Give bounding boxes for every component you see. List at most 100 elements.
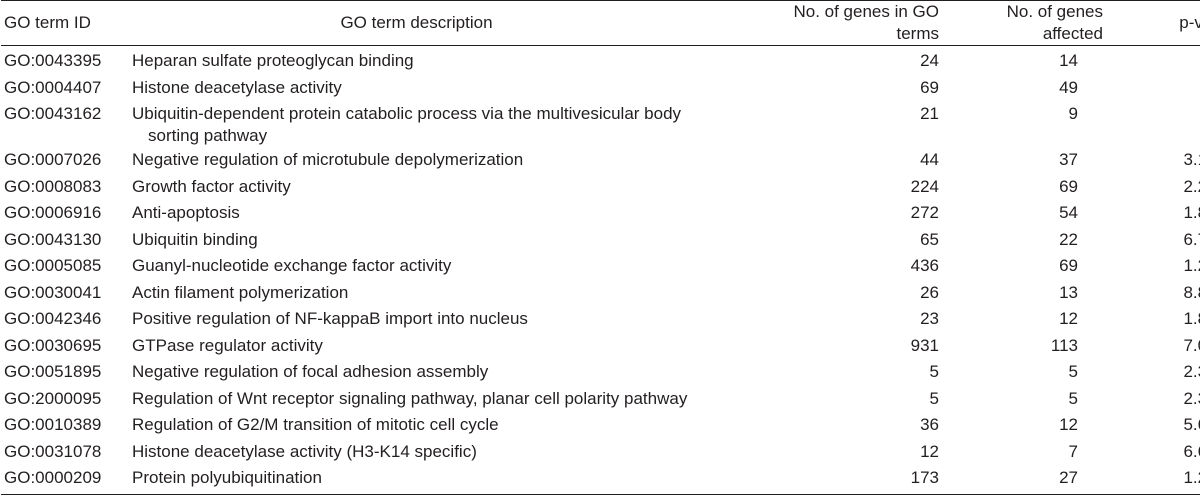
header-genes-in-go-terms: No. of genes in GO terms (793, 2, 939, 43)
table-row: GO:0043395 Heparan sulfate proteoglycan b… (1, 46, 1200, 77)
go-term-id-cell: GO:0043162 (4, 104, 102, 123)
genes-affected-cell: 37 (1059, 150, 1078, 169)
go-term-description-cell: Heparan sulfate proteoglycan binding (129, 46, 764, 77)
go-term-description-cell: Anti-apoptosis (129, 202, 764, 229)
p-value-cell: 1.8E-06 (1183, 309, 1200, 328)
genes-in-go-terms-cell: 272 (910, 203, 939, 222)
table-row: GO:0006916 Anti-apoptosis 272 54 1.8E-09 (1, 202, 1200, 229)
go-term-id-cell: GO:0005085 (4, 256, 102, 275)
go-term-id-cell: GO:2000095 (4, 388, 102, 408)
genes-in-go-terms-cell: 36 (920, 415, 939, 434)
genes-in-go-terms-cell: 26 (920, 282, 939, 302)
header-p-value: p-value (1179, 13, 1200, 32)
go-term-description-cell: Regulation of G2/M transition of mitotic… (129, 414, 764, 441)
genes-affected-cell: 54 (1059, 203, 1078, 222)
genes-in-go-terms-cell: 224 (910, 176, 939, 196)
description-line-1: GTPase regulator activity (132, 335, 323, 355)
go-term-description-cell: Ubiquitin binding (129, 229, 764, 256)
genes-in-go-terms-cell: 931 (910, 335, 939, 355)
genes-in-go-terms-cell: 69 (920, 77, 939, 97)
genes-in-go-terms-cell: 5 (929, 388, 939, 408)
go-term-id-cell: GO:0000209 (4, 468, 102, 487)
table-row: GO:0042346 Positive regulation of NF-kapp… (1, 308, 1200, 335)
description-line-1: Heparan sulfate proteoglycan binding (132, 51, 414, 70)
description-line-1: Histone deacetylase activity (H3-K14 spe… (132, 441, 477, 461)
table-row: GO:0005085 Guanyl-nucleotide exchange fac… (1, 255, 1200, 282)
table-row: GO:0000209 Protein polyubiquitination 173 2… (1, 467, 1200, 494)
header-genes-affected: No. of genes affected (1006, 2, 1103, 43)
go-term-id-cell: GO:0043130 (4, 229, 102, 249)
go-term-id-cell: GO:0008083 (4, 176, 102, 196)
description-line-1: Growth factor activity (132, 176, 291, 196)
go-term-description-cell: Regulation of Wnt receptor signaling pat… (129, 388, 764, 415)
p-value-cell: 1.2E-07 (1183, 256, 1200, 275)
genes-affected-cell: 13 (1059, 282, 1078, 302)
description-line-1: Guanyl-nucleotide exchange factor activi… (132, 256, 452, 275)
genes-in-go-terms-cell: 173 (910, 468, 939, 487)
genes-in-go-terms-cell: 65 (920, 229, 939, 249)
go-term-description-cell: Growth factor activity (129, 176, 764, 203)
go-term-description-cell: Ubiquitin-dependent protein catabolic pr… (129, 103, 764, 149)
table-row: GO:0043130 Ubiquitin binding 65 22 6.7E-08 (1, 229, 1200, 256)
go-term-id-cell: GO:0007026 (4, 150, 102, 169)
genes-in-go-terms-cell: 24 (920, 51, 939, 70)
go-term-id-cell: GO:0043395 (4, 51, 102, 70)
p-value-cell: 7.0E-06 (1183, 335, 1200, 355)
header-go-term-description: GO term description (340, 13, 493, 32)
go-term-id-cell: GO:0030041 (4, 282, 102, 302)
go-term-description-cell: Negative regulation of focal adhesion as… (129, 361, 764, 388)
genes-affected-cell: 9 (1068, 104, 1078, 123)
description-line-1: Regulation of G2/M transition of mitotic… (132, 415, 499, 434)
description-line-2: sorting pathway (148, 126, 268, 145)
go-term-description-cell: Guanyl-nucleotide exchange factor activi… (129, 255, 764, 282)
description-line-1: Ubiquitin binding (132, 229, 258, 249)
p-value-cell: 0 (1115, 46, 1200, 77)
genes-in-go-terms-cell: 23 (920, 309, 939, 328)
table-row: GO:0010389 Regulation of G2/M transition … (1, 414, 1200, 441)
description-line-1: Actin filament polymerization (132, 282, 349, 302)
table-header: GO term ID GO term description No. of ge… (1, 0, 1200, 46)
table-row: GO:0007026 Negative regulation of microtu… (1, 149, 1200, 176)
p-value-cell: 2.3E-04 (1183, 362, 1200, 381)
description-line-1: Histone deacetylase activity (132, 77, 342, 97)
table-row: GO:2000095 Regulation of Wnt receptor sig… (1, 388, 1200, 415)
genes-affected-cell: 69 (1059, 256, 1078, 275)
p-value-cell: 1.2E-02 (1183, 468, 1200, 487)
table-row: GO:0004407 Histone deacetylase activity 69… (1, 77, 1200, 104)
p-value-cell: 3.1E-33 (1183, 150, 1200, 169)
p-value-cell: 6.6E-04 (1183, 441, 1200, 461)
table-body: GO:0043395 Heparan sulfate proteoglycan b… (1, 46, 1200, 494)
description-line-1: Protein polyubiquitination (132, 468, 322, 487)
go-term-id-cell: GO:0031078 (4, 441, 102, 461)
genes-in-go-terms-cell: 436 (910, 256, 939, 275)
genes-affected-cell: 113 (1050, 335, 1078, 355)
table-row: GO:0031078 Histone deacetylase activity (… (1, 441, 1200, 468)
description-line-1: Negative regulation of focal adhesion as… (132, 362, 489, 381)
go-term-description-cell: Positive regulation of NF-kappaB import … (129, 308, 764, 335)
table-row: GO:0008083 Growth factor activity 224 69 2.2… (1, 176, 1200, 203)
go-term-description-cell: Negative regulation of microtubule depol… (129, 149, 764, 176)
genes-in-go-terms-cell: 44 (920, 150, 939, 169)
go-term-id-cell: GO:0051895 (4, 362, 102, 381)
p-value-cell: 2.2E-23 (1183, 176, 1200, 196)
genes-affected-cell: 5 (1068, 388, 1078, 408)
genes-affected-cell: 22 (1059, 229, 1078, 249)
go-term-description-cell: Actin filament polymerization (129, 282, 764, 309)
genes-affected-cell: 12 (1059, 415, 1078, 434)
genes-affected-cell: 5 (1068, 362, 1078, 381)
genes-in-go-terms-cell: 5 (929, 362, 939, 381)
go-term-description-cell: Histone deacetylase activity (H3-K14 spe… (129, 441, 764, 468)
p-value-cell: 6.7E-08 (1183, 229, 1200, 249)
go-term-id-cell: GO:0006916 (4, 203, 102, 222)
description-line-1: Positive regulation of NF-kappaB import … (132, 309, 528, 328)
description-line-1: Regulation of Wnt receptor signaling pat… (132, 388, 688, 408)
genes-in-go-terms-cell: 12 (920, 441, 939, 461)
go-term-description-cell: GTPase regulator activity (129, 335, 764, 362)
p-value-cell: 5.6E-04 (1183, 415, 1200, 434)
genes-affected-cell: 14 (1059, 51, 1078, 70)
genes-affected-cell: 7 (1068, 441, 1078, 461)
p-value-cell: 8.8E-07 (1183, 282, 1200, 302)
description-line-1: Ubiquitin-dependent protein catabolic pr… (132, 104, 682, 123)
